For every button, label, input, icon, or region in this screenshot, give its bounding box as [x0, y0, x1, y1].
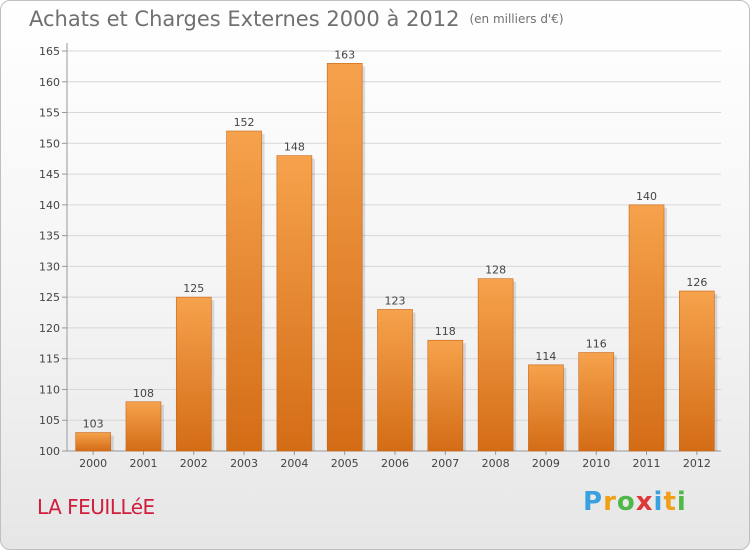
value-label: 116 — [586, 338, 607, 351]
y-tick-label: 150 — [39, 137, 60, 150]
x-tick-label: 2004 — [280, 457, 308, 470]
value-label: 163 — [334, 48, 355, 61]
x-tick-label: 2001 — [129, 457, 157, 470]
value-label: 140 — [636, 190, 657, 203]
bar-2006 — [377, 309, 413, 452]
y-tick-label: 125 — [39, 291, 60, 304]
bar-2009 — [528, 364, 564, 452]
y-tick-label: 155 — [39, 107, 60, 120]
y-tick-label: 135 — [39, 230, 60, 243]
x-tick-label: 2000 — [79, 457, 107, 470]
x-tick-label: 2012 — [683, 457, 711, 470]
value-label: 148 — [284, 141, 305, 154]
value-label: 114 — [535, 350, 556, 363]
bar-2005 — [326, 63, 363, 452]
value-label: 125 — [183, 282, 204, 295]
y-tick-label: 100 — [39, 445, 60, 458]
bar-2011 — [628, 204, 665, 452]
x-tick-label: 2007 — [431, 457, 459, 470]
y-tick-label: 115 — [39, 353, 60, 366]
value-label: 152 — [234, 116, 255, 129]
bar-2002 — [175, 296, 212, 452]
x-tick-label: 2002 — [180, 457, 208, 470]
bar-2010 — [578, 352, 615, 452]
y-tick-label: 120 — [39, 322, 60, 335]
y-tick-label: 140 — [39, 199, 60, 212]
value-label: 126 — [686, 276, 707, 289]
x-tick-label: 2011 — [633, 457, 661, 470]
data-labels: 103 108 125 152 148 163 123 118 128 114 116 140 126 — [83, 48, 708, 430]
y-tick-label: 110 — [39, 383, 60, 396]
value-label: 118 — [435, 325, 456, 338]
bar-2003 — [226, 130, 262, 452]
y-tick-label: 145 — [39, 168, 60, 181]
chart-title-text: Achats et Charges Externes 2000 à 2012 — [29, 7, 460, 31]
y-tick-label: 160 — [39, 76, 60, 89]
bar-2012 — [679, 290, 715, 452]
proxiti-logo: Proxiti — [583, 487, 687, 517]
x-tick-label: 2008 — [482, 457, 510, 470]
x-tick-label: 2009 — [532, 457, 560, 470]
bar-2001 — [125, 401, 162, 452]
x-tick-label: 2006 — [381, 457, 409, 470]
bar-2004 — [276, 155, 313, 452]
value-label: 128 — [485, 264, 506, 277]
chart-title: Achats et Charges Externes 2000 à 2012 (e… — [29, 7, 564, 31]
bars — [75, 63, 718, 452]
value-label: 103 — [83, 418, 104, 431]
value-label: 123 — [385, 294, 406, 307]
bar-2008 — [477, 278, 514, 452]
bar-2007 — [427, 339, 464, 452]
y-tick-label: 105 — [39, 414, 60, 427]
chart-unit: (en milliers d'€) — [469, 12, 564, 26]
y-tick-label: 130 — [39, 260, 60, 273]
value-label: 108 — [133, 387, 154, 400]
y-tick-label: 165 — [39, 45, 60, 58]
x-tick-label: 2005 — [331, 457, 359, 470]
x-tick-label: 2010 — [582, 457, 610, 470]
x-tick-label: 2003 — [230, 457, 258, 470]
commune-name: LA FEUILLéE — [37, 495, 155, 519]
bar-2000 — [75, 432, 111, 452]
